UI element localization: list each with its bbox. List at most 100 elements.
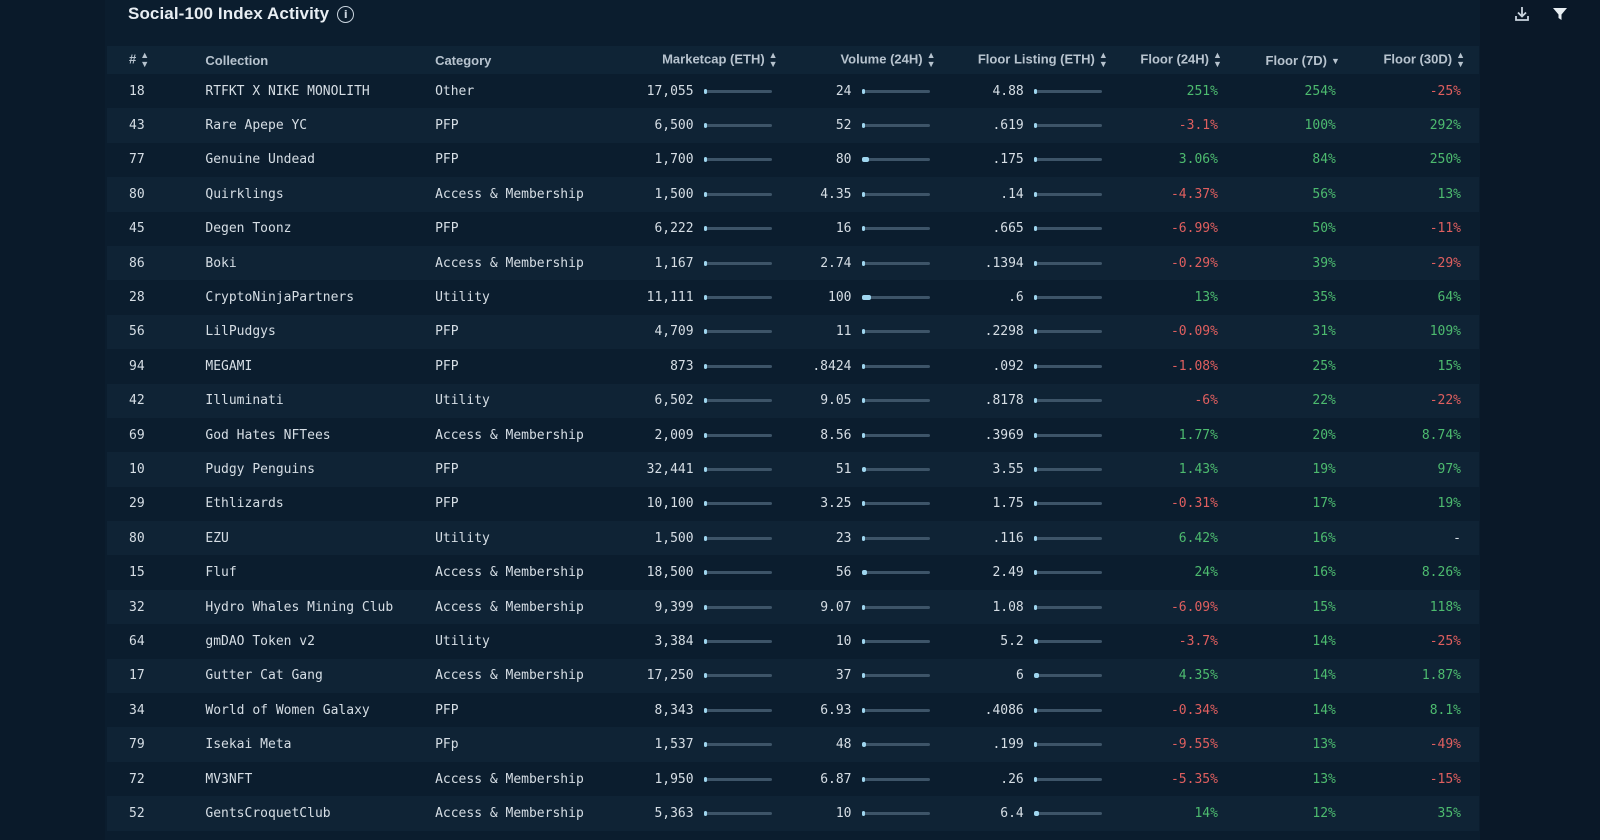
- sort-icon[interactable]: ▲ ▼: [1098, 50, 1108, 69]
- table-row[interactable]: 18 RTFKT X NIKE MONOLITH Other 17,055 24…: [107, 74, 1479, 109]
- collection-name[interactable]: Quirklings: [205, 186, 284, 202]
- floor-listing-cell: 1.08: [936, 590, 1108, 624]
- table-row[interactable]: 32 Hydro Whales Mining Club Access & Mem…: [107, 589, 1479, 625]
- table-row[interactable]: 80 EZU Utility 1,500 23 .116 6.42% 16% -: [107, 521, 1479, 556]
- rank-cell: 77: [129, 152, 145, 168]
- table-row[interactable]: 80 Quirklings Access & Membership 1,500 …: [107, 177, 1479, 212]
- collection-name[interactable]: Fluf: [205, 565, 237, 581]
- col-header-rank[interactable]: # ▲ ▼: [129, 50, 150, 69]
- marketcap-bar-fill: [703, 88, 707, 94]
- floor-listing-bar: [1033, 123, 1102, 129]
- floor-listing-bar-fill: [1033, 363, 1037, 369]
- floor-30d-cell: 13%: [1437, 186, 1461, 202]
- table-row[interactable]: 72 MV3NFT Access & Membership 1,950 6.87…: [107, 761, 1479, 797]
- col-header-floor-7d[interactable]: Floor (7D) ▼: [1265, 52, 1340, 68]
- table-row[interactable]: 77 Genuine Undead PFP 1,700 80 .175 3.06…: [107, 142, 1479, 178]
- marketcap-bar-fill: [703, 226, 707, 232]
- table-row[interactable]: 10 Pudgy Penguins PFP 32,441 51 3.55 1.4…: [107, 452, 1479, 487]
- volume-value: 2.74: [820, 255, 852, 271]
- col-header-marketcap[interactable]: Marketcap (ETH) ▲ ▼: [662, 50, 778, 69]
- sort-desc-icon[interactable]: ▼: [1330, 55, 1340, 66]
- collection-name[interactable]: Hydro Whales Mining Club: [205, 599, 394, 615]
- marketcap-bar: [703, 535, 772, 541]
- collection-name[interactable]: Gutter Cat Gang: [205, 668, 323, 684]
- volume-bar: [861, 398, 930, 404]
- marketcap-bar-fill: [703, 707, 707, 713]
- activity-table: # ▲ ▼ Collection Category Marketcap (ETH) ▲…: [107, 46, 1479, 831]
- collection-name[interactable]: Degen Toonz: [205, 221, 292, 237]
- table-row[interactable]: 17 Gutter Cat Gang Access & Membership 1…: [107, 658, 1479, 694]
- floor-30d-cell: 250%: [1429, 152, 1461, 168]
- floor-24h-cell: -6.09%: [1170, 599, 1218, 615]
- marketcap-cell: 18,500: [605, 555, 777, 589]
- table-row[interactable]: 29 Ethlizards PFP 10,100 3.25 1.75 -0.31…: [107, 486, 1479, 522]
- table-row[interactable]: 42 Illuminati Utility 6,502 9.05 .8178 -…: [107, 383, 1479, 418]
- table-row[interactable]: 64 gmDAO Token v2 Utility 3,384 10 5.2 -…: [107, 624, 1479, 659]
- floor-listing-value: 1.08: [992, 599, 1024, 615]
- volume-value: 16: [835, 221, 852, 237]
- floor-listing-bar: [1033, 742, 1102, 748]
- collection-name[interactable]: Boki: [205, 255, 237, 271]
- col-header-floor-30d[interactable]: Floor (30D) ▲ ▼: [1383, 50, 1465, 69]
- collection-name[interactable]: gmDAO Token v2: [205, 633, 315, 649]
- sort-icon[interactable]: ▲ ▼: [1456, 50, 1465, 69]
- table-row[interactable]: 43 Rare Apepe YC PFP 6,500 52 .619 -3.1%…: [107, 108, 1479, 143]
- download-icon[interactable]: [1512, 4, 1532, 24]
- marketcap-value: 8,343: [654, 702, 694, 718]
- table-row[interactable]: 69 God Hates NFTees Access & Membership …: [107, 417, 1479, 453]
- volume-cell: 3.25: [778, 487, 936, 521]
- table-row[interactable]: 15 Fluf Access & Membership 18,500 56 2.…: [107, 555, 1479, 590]
- table-row[interactable]: 34 World of Women Galaxy PFP 8,343 6.93 …: [107, 693, 1479, 728]
- collection-name[interactable]: World of Women Galaxy: [205, 702, 370, 718]
- floor-listing-bar: [1033, 570, 1102, 576]
- collection-name[interactable]: Isekai Meta: [205, 737, 292, 753]
- collection-name[interactable]: MEGAMI: [205, 358, 253, 374]
- collection-name[interactable]: Illuminati: [205, 393, 284, 409]
- col-header-volume[interactable]: Volume (24H) ▲ ▼: [840, 50, 936, 69]
- floor-listing-bar-fill: [1033, 638, 1038, 644]
- collection-name[interactable]: EZU: [205, 530, 229, 546]
- collection-name[interactable]: RTFKT X NIKE MONOLITH: [205, 83, 370, 99]
- filter-icon[interactable]: [1550, 4, 1570, 24]
- table-row[interactable]: 94 MEGAMI PFP 873 .8424 .092 -1.08% 25% …: [107, 349, 1479, 384]
- collection-name[interactable]: Pudgy Penguins: [205, 461, 315, 477]
- volume-bar: [861, 742, 930, 748]
- volume-value: .8424: [812, 358, 852, 374]
- table-row[interactable]: 45 Degen Toonz PFP 6,222 16 .665 -6.99% …: [107, 211, 1479, 246]
- toolbar: [1512, 4, 1570, 24]
- info-icon[interactable]: i: [337, 5, 355, 23]
- volume-value: 11: [835, 324, 852, 340]
- marketcap-value: 1,500: [654, 530, 694, 546]
- floor-listing-bar: [1033, 329, 1102, 335]
- rank-cell: 80: [129, 530, 145, 546]
- sort-icon[interactable]: ▲ ▼: [1213, 50, 1222, 69]
- sort-icon[interactable]: ▲ ▼: [926, 50, 936, 69]
- table-row[interactable]: 52 GentsCroquetClub Access & Membership …: [107, 796, 1479, 831]
- table-row[interactable]: 56 LilPudgys PFP 4,709 11 .2298 -0.09% 3…: [107, 314, 1479, 350]
- table-row[interactable]: 79 Isekai Meta PFp 1,537 48 .199 -9.55% …: [107, 727, 1479, 762]
- sort-icon[interactable]: ▲ ▼: [140, 50, 150, 69]
- table-row[interactable]: 86 Boki Access & Membership 1,167 2.74 .…: [107, 245, 1479, 281]
- collection-name[interactable]: MV3NFT: [205, 771, 253, 787]
- table-row[interactable]: 28 CryptoNinjaPartners Utility 11,111 10…: [107, 280, 1479, 315]
- sort-icon[interactable]: ▲ ▼: [768, 50, 778, 69]
- floor-listing-bar-fill: [1033, 466, 1037, 472]
- floor-7d-cell: 56%: [1312, 186, 1336, 202]
- floor-24h-cell: -5.35%: [1170, 771, 1218, 787]
- collection-name[interactable]: Ethlizards: [205, 496, 284, 512]
- rank-cell: 29: [129, 496, 145, 512]
- collection-name[interactable]: LilPudgys: [205, 324, 276, 340]
- floor-7d-cell: 16%: [1312, 530, 1336, 546]
- floor-listing-value: 3.55: [992, 461, 1024, 477]
- col-header-floor-24h[interactable]: Floor (24H) ▲ ▼: [1140, 50, 1222, 69]
- collection-name[interactable]: God Hates NFTees: [205, 427, 331, 443]
- collection-name[interactable]: GentsCroquetClub: [205, 805, 331, 821]
- collection-name[interactable]: Rare Apepe YC: [205, 118, 308, 134]
- category-cell: Utility: [435, 530, 490, 546]
- collection-name[interactable]: CryptoNinjaPartners: [205, 290, 355, 306]
- marketcap-bar-fill: [703, 673, 707, 679]
- volume-bar-fill: [861, 88, 865, 94]
- col-header-floor-listing[interactable]: Floor Listing (ETH) ▲ ▼: [977, 50, 1108, 69]
- collection-name[interactable]: Genuine Undead: [205, 152, 315, 168]
- marketcap-cell: 6,500: [605, 108, 777, 142]
